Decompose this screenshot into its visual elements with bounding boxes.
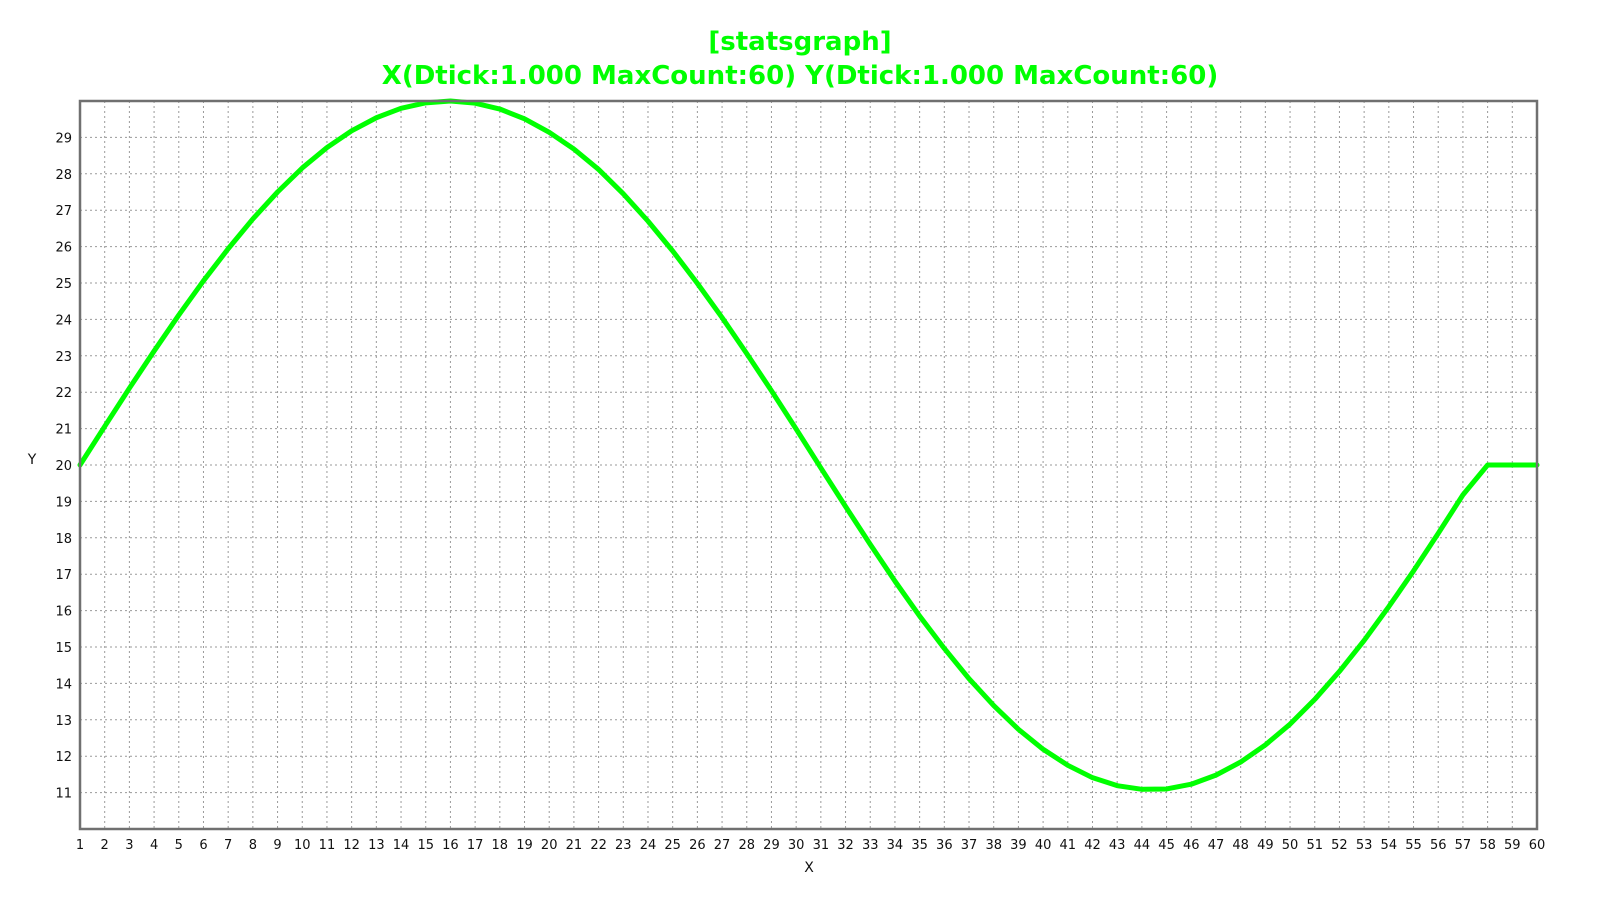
plot-frame [78,99,1539,831]
x-tick-label: 17 [467,838,484,853]
x-tick-label: 50 [1282,838,1299,853]
x-tick-label: 7 [224,838,232,853]
x-tick-label: 58 [1479,838,1496,853]
y-tick-label: 29 [55,131,72,146]
x-tick-label: 26 [689,838,706,853]
x-tick-label: 33 [862,838,879,853]
x-tick-label: 34 [887,838,904,853]
y-tick-label: 11 [55,787,72,802]
x-axis-ticks: 1 2 3 4 5 6 7 8 9 10 11 12 13 14 15 16 17 18 19 20 21 22 23 24 2… [76,838,1545,853]
x-tick-label: 30 [788,838,805,853]
x-tick-label: 24 [640,838,657,853]
x-tick-label: 20 [541,838,558,853]
x-tick-label: 53 [1356,838,1373,853]
y-tick-label: 19 [55,495,72,510]
x-tick-label: 23 [615,838,632,853]
y-tick-label: 24 [55,313,72,328]
series-layer [77,98,1540,792]
x-tick-label: 37 [961,838,978,853]
x-axis-label: X [804,860,814,876]
x-tick-label: 13 [368,838,385,853]
x-tick-label: 28 [738,838,755,853]
x-tick-label: 35 [911,838,928,853]
x-tick-label: 60 [1529,838,1546,853]
y-tick-label: 25 [55,277,72,292]
x-tick-label: 59 [1504,838,1521,853]
x-tick-label: 51 [1306,838,1323,853]
y-tick-label: 23 [55,350,72,365]
x-tick-label: 52 [1331,838,1348,853]
x-tick-label: 27 [714,838,731,853]
x-tick-label: 45 [1158,838,1175,853]
x-tick-label: 43 [1109,838,1126,853]
x-tick-label: 6 [199,838,207,853]
x-tick-label: 16 [442,838,459,853]
x-tick-label: 42 [1084,838,1101,853]
x-tick-label: 11 [319,838,336,853]
y-tick-label: 20 [55,459,72,474]
x-tick-label: 56 [1430,838,1447,853]
x-tick-label: 40 [1035,838,1052,853]
y-tick-label: 17 [55,568,72,583]
x-tick-label: 2 [101,838,109,853]
y-tick-label: 22 [55,386,72,401]
x-tick-label: 32 [837,838,854,853]
x-tick-label: 15 [417,838,434,853]
x-tick-label: 38 [985,838,1002,853]
x-tick-label: 22 [590,838,607,853]
y-tick-label: 12 [55,750,72,765]
x-tick-label: 9 [273,838,281,853]
x-tick-label: 46 [1183,838,1200,853]
x-tick-label: 12 [343,838,360,853]
x-tick-label: 3 [125,838,133,853]
x-tick-label: 1 [76,838,84,853]
y-tick-label: 26 [55,241,72,256]
x-tick-label: 49 [1257,838,1274,853]
y-tick-label: 15 [55,641,72,656]
y-tick-label: 18 [55,532,72,547]
x-tick-label: 31 [813,838,830,853]
x-tick-label: 21 [566,838,583,853]
grid-lines [79,101,1538,829]
y-tick-label: 16 [55,605,72,620]
x-tick-label: 36 [936,838,953,853]
x-tick-label: 29 [763,838,780,853]
y-tick-label: 14 [55,677,72,692]
y-tick-label: 13 [55,714,72,729]
x-tick-label: 19 [516,838,533,853]
x-tick-label: 14 [393,838,410,853]
x-tick-label: 54 [1381,838,1398,853]
y-axis-label: Y [27,452,37,468]
chart-title: [statsgraph] [708,27,891,57]
x-tick-label: 48 [1232,838,1249,853]
x-tick-label: 44 [1134,838,1151,853]
series-line [77,98,1540,792]
chart-subtitle: X(Dtick:1.000 MaxCount:60) Y(Dtick:1.000… [382,61,1218,91]
y-axis-ticks: 11 12 13 14 15 16 17 18 19 20 21 22 23 24 25 26 27 28 29 [55,131,72,801]
x-tick-label: 55 [1405,838,1422,853]
x-tick-label: 5 [175,838,183,853]
x-tick-label: 57 [1455,838,1472,853]
x-tick-label: 4 [150,838,158,853]
x-tick-label: 25 [664,838,681,853]
x-tick-label: 47 [1208,838,1225,853]
x-tick-label: 10 [294,838,311,853]
y-tick-label: 21 [55,423,72,438]
x-tick-label: 39 [1010,838,1027,853]
x-tick-label: 18 [492,838,509,853]
x-tick-label: 41 [1060,838,1077,853]
y-tick-label: 28 [55,168,72,183]
y-tick-label: 27 [55,204,72,219]
x-tick-label: 8 [249,838,257,853]
